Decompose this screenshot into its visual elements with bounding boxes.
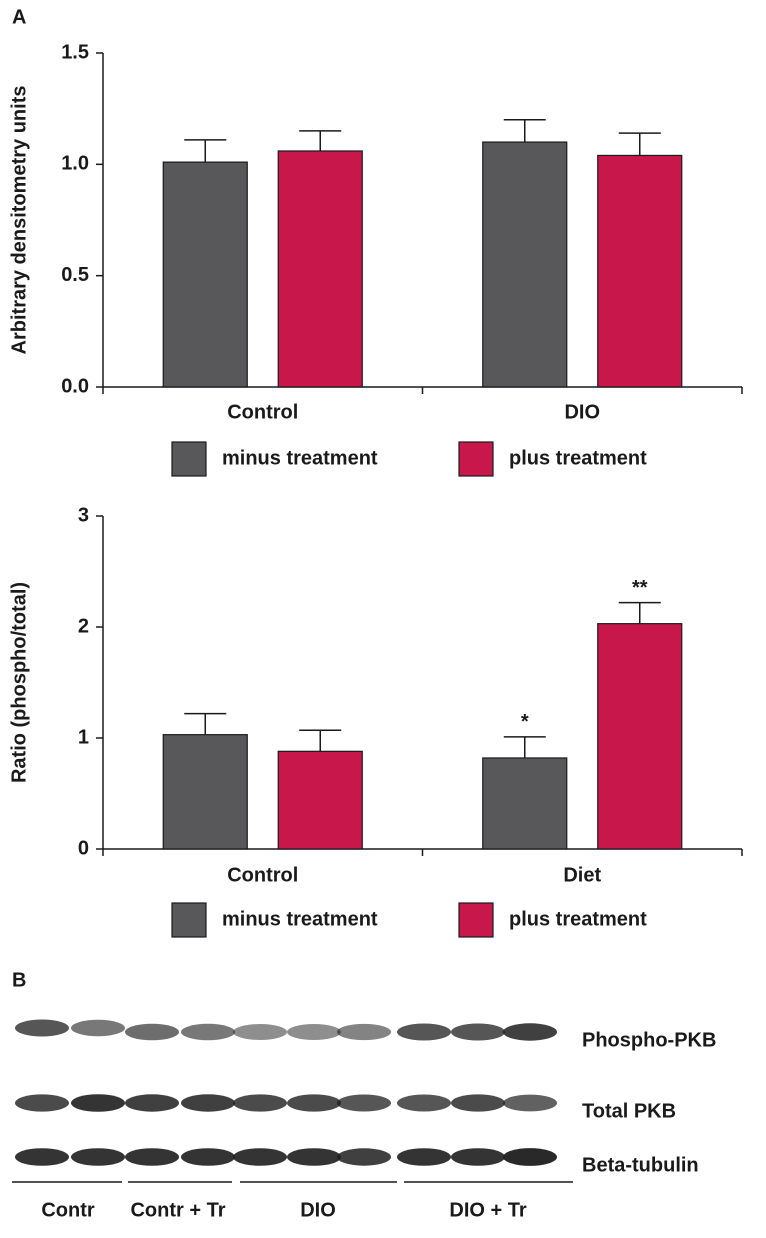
lane-group-label: DIO [300, 1199, 336, 1221]
lane-group-label: Contr + Tr [130, 1199, 225, 1221]
blot-band [233, 1024, 287, 1040]
blot-row-label: Phospho-PKB [582, 1029, 716, 1051]
blot-band [233, 1148, 287, 1166]
bar [482, 141, 568, 388]
blot-band [233, 1094, 287, 1112]
western-blot: Phospho-PKB Total PKB Beta-tubulin Contr Con… [12, 1019, 716, 1221]
legend-label: plus treatment [509, 908, 647, 930]
y-tick-label: 3 [78, 504, 89, 526]
y-tick-label: 1.5 [61, 41, 89, 63]
blot-band [397, 1094, 451, 1112]
blot-band [503, 1023, 557, 1041]
y-tick-label: 1.0 [61, 153, 89, 175]
y-tick-label: 0.0 [61, 375, 89, 397]
x-tick-label: DIO [564, 401, 600, 423]
blot-band [287, 1094, 341, 1112]
bar [482, 757, 568, 850]
x-tick-label: Control [227, 401, 298, 423]
legend-label: plus treatment [509, 447, 647, 469]
blot-band [125, 1023, 179, 1041]
x-tick-label: Diet [563, 864, 601, 886]
error-bar [503, 119, 546, 143]
legend-swatch [458, 441, 494, 477]
bar [277, 750, 363, 850]
blot-band [451, 1094, 505, 1112]
bar [162, 161, 248, 388]
blot-band [71, 1148, 125, 1166]
blot-band [15, 1019, 69, 1037]
blot-band [337, 1148, 391, 1166]
blot-band [15, 1148, 69, 1166]
error-bar [503, 736, 546, 758]
y-tick-label: 1 [78, 726, 89, 748]
legend-swatch [171, 902, 207, 938]
y-axis-label: Ratio (phospho/total) [8, 582, 30, 783]
blot-band [287, 1148, 341, 1166]
blot-band [181, 1094, 235, 1112]
blot-band [125, 1148, 179, 1166]
y-tick-label: 0 [78, 837, 89, 859]
y-tick-label: 0.5 [61, 264, 89, 286]
panel-label: B [12, 969, 26, 991]
blot-band [397, 1148, 451, 1166]
blot-band [181, 1023, 235, 1041]
blot-band [125, 1094, 179, 1112]
bar [597, 623, 683, 850]
blot-band [503, 1094, 557, 1112]
blot-band [15, 1094, 69, 1112]
blot-row-label: Beta-tubulin [582, 1154, 699, 1176]
lane-group-label: DIO + Tr [449, 1199, 526, 1221]
error-bar [618, 601, 661, 624]
blot-band [451, 1023, 505, 1041]
blot-band [181, 1148, 235, 1166]
legend-label: minus treatment [222, 908, 378, 930]
x-tick-label: Control [227, 864, 298, 886]
error-bar [618, 132, 661, 156]
blot-band [337, 1023, 391, 1041]
significance-label: ** [632, 577, 648, 599]
error-bar [184, 139, 227, 163]
lane-group-label: Contr [41, 1199, 95, 1221]
blot-band [287, 1024, 341, 1040]
y-axis-label: Arbitrary densitometry units [8, 86, 30, 355]
bar [277, 150, 363, 388]
blot-band [451, 1148, 505, 1166]
blot-row-label: Total PKB [582, 1100, 676, 1122]
legend-swatch [458, 902, 494, 938]
blot-band [71, 1019, 125, 1037]
panel-label: A [12, 6, 26, 28]
legend-swatch [171, 441, 207, 477]
bar [162, 734, 248, 850]
legend-label: minus treatment [222, 447, 378, 469]
blot-band [503, 1148, 557, 1166]
error-bar [184, 712, 227, 735]
blot-band [337, 1094, 391, 1112]
blot-band [71, 1094, 125, 1112]
error-bar [299, 130, 342, 151]
error-bar [299, 729, 342, 752]
significance-label: * [521, 711, 529, 733]
y-tick-label: 2 [78, 615, 89, 637]
bar [597, 154, 683, 388]
blot-band [397, 1023, 451, 1041]
